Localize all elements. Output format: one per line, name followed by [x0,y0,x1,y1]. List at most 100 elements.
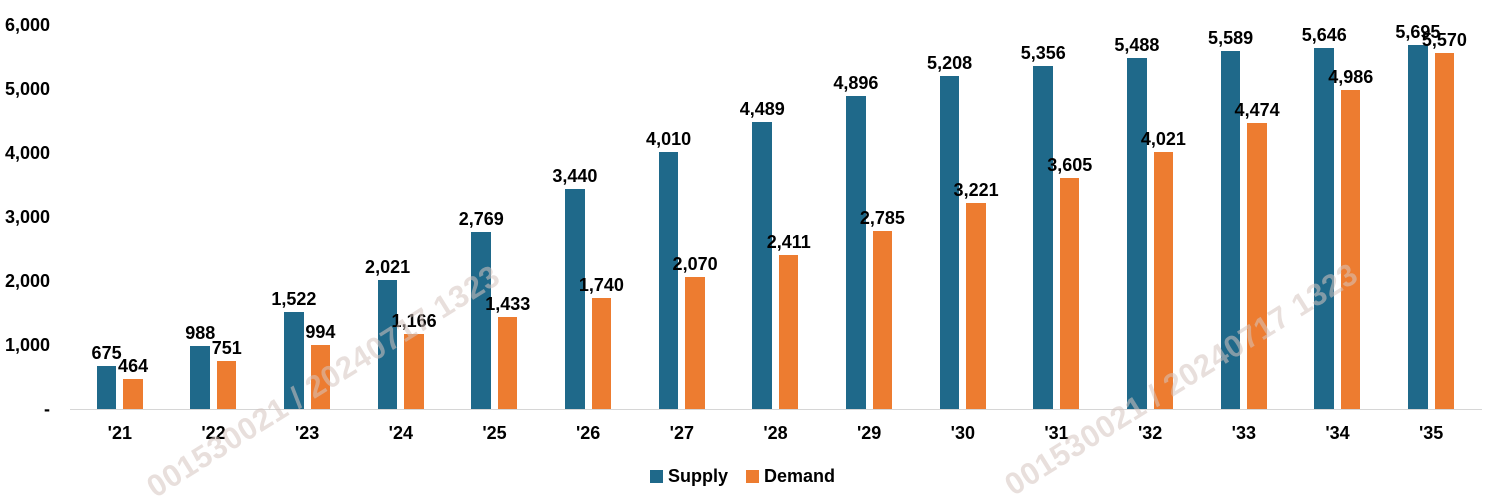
bar-group-26: 3,440 1,740 '26 [541,0,635,499]
bar-group-32: 5,488 4,021 '32 [1103,0,1197,499]
supply-value-label: 675 [91,342,122,363]
supply-bar [846,95,866,409]
demand-bar [685,276,705,409]
x-axis-tick-label: '28 [763,423,788,443]
demand-value-label: 4,986 [1328,66,1374,87]
supply-value-label: 3,440 [552,165,598,186]
demand-value-label: 1,166 [391,311,437,332]
y-axis-tick-label: 2,000 [4,271,50,291]
bar-group-27: 4,010 2,070 '27 [635,0,729,499]
x-axis-tick-label: '25 [482,423,507,443]
x-axis-tick-label: '26 [576,423,601,443]
supply-legend-swatch-icon [649,469,663,483]
demand-value-label: 4,474 [1234,99,1280,120]
supply-value-label: 988 [185,322,216,343]
supply-bar [377,279,398,409]
demand-bar [591,297,612,409]
x-axis-tick-label: '30 [950,423,975,443]
demand-bar [497,317,518,409]
demand-value-label: 2,070 [672,253,718,274]
legend-item-supply: Supply [649,465,728,487]
supply-value-label: 2,769 [458,208,504,229]
bar-group-28: 4,489 2,411 '28 [729,0,823,499]
demand-value-label: 1,433 [485,294,531,315]
demand-value-label: 3,221 [953,179,999,200]
demand-bar [872,230,893,409]
demand-value-label: 1,740 [578,274,624,295]
bar-group-33: 5,589 4,474 '33 [1197,0,1291,499]
supply-bar [658,152,679,409]
x-axis-line [70,409,1482,410]
supply-value-label: 4,010 [646,129,692,150]
x-axis-tick-label: '27 [669,423,694,443]
demand-bar [1434,52,1455,409]
demand-bar [1153,151,1174,409]
supply-value-label: 5,695 [1395,21,1441,42]
demand-bar [1059,178,1080,409]
supply-value-label: 1,522 [271,288,317,309]
demand-bar [778,254,799,409]
y-axis: 6,000 5,000 4,000 3,000 2,000 1,000 - [0,0,50,499]
demand-value-label: 3,605 [1047,155,1093,176]
supply-bar [1220,51,1241,409]
bar-group-35: 5,695 5,570 '35 [1384,0,1478,499]
demand-legend-swatch-icon [746,469,759,483]
legend-item-demand: Demand [746,466,835,487]
x-axis-tick-label: '22 [201,423,226,443]
supply-bar [190,345,210,409]
supply-bar [939,75,960,409]
demand-value-label: 5,570 [1421,29,1467,50]
y-axis-tick-label: 3,000 [4,207,50,227]
bar-group-31: 5,356 3,605 '31 [1010,0,1104,499]
x-axis-tick-label: '33 [1231,423,1256,443]
demand-bar [404,334,424,409]
supply-value-label: 5,589 [1208,28,1254,49]
supply-value-label: 5,646 [1301,24,1347,45]
legend-label-demand: Demand [764,465,836,486]
supply-bar [96,365,117,409]
supply-bar [565,188,585,409]
bar-group-29: 4,896 2,785 '29 [822,0,916,499]
demand-value-label: 4,021 [1140,128,1186,149]
bar-group-23: 1,522 994 '23 [260,0,354,499]
y-axis-tick-label: 1,000 [4,335,50,355]
y-axis-tick-label: 6,000 [4,15,50,35]
legend-label-supply: Supply [667,465,728,486]
supply-bar [1033,66,1053,409]
y-axis-tick-label: - [44,399,50,419]
demand-bar [966,202,986,409]
x-axis-tick-label: '29 [857,423,882,443]
x-axis-tick-label: '24 [388,423,413,443]
y-axis-tick-label: 4,000 [4,143,50,163]
supply-bar [1408,44,1428,409]
bar-group-30: 5,208 3,221 '30 [916,0,1010,499]
supply-value-label: 5,208 [927,52,973,73]
demand-bar [1340,89,1361,409]
supply-value-label: 4,489 [739,98,785,119]
demand-value-label: 994 [305,322,336,343]
legend: Supply Demand [0,464,1485,488]
x-axis-tick-label: '35 [1419,423,1444,443]
supply-value-label: 5,488 [1114,34,1160,55]
bar-group-24: 2,021 1,166 '24 [354,0,448,499]
bar-group-22: 988 751 '22 [167,0,261,499]
x-axis-tick-label: '32 [1138,423,1163,443]
x-axis-tick-label: '31 [1044,423,1069,443]
supply-bar [471,231,491,409]
demand-value-label: 751 [211,337,242,358]
supply-value-label: 4,896 [833,72,879,93]
supply-bar [284,311,304,409]
demand-bar [216,360,237,409]
bar-group-25: 2,769 1,433 '25 [448,0,542,499]
supply-value-label: 2,021 [365,256,411,277]
demand-bar [1247,122,1267,409]
x-axis-tick-label: '21 [107,423,132,443]
x-axis-tick-label: '34 [1325,423,1350,443]
plot-area: 675 464 '21 988 751 '22 1,522 994 '23 2,021 1,166 '… [73,0,1478,499]
supply-bar [752,121,772,409]
bar-group-21: 675 464 '21 [73,0,167,499]
demand-value-label: 2,411 [766,231,811,252]
x-axis-tick-label: '23 [295,423,320,443]
demand-bar [123,379,143,409]
